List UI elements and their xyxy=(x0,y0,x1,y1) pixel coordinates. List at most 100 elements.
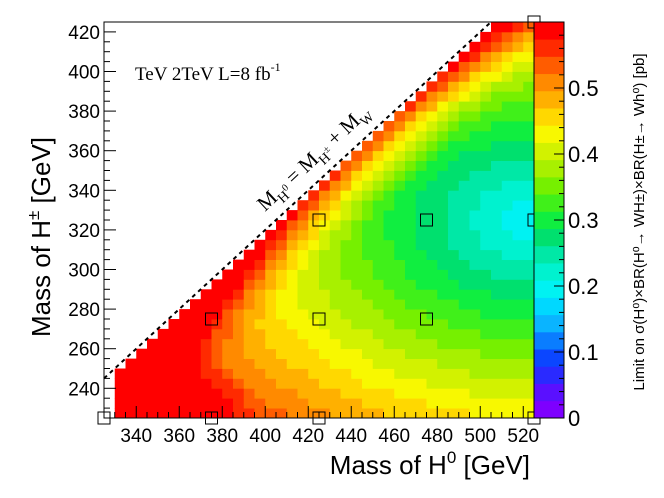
heatmap-cell xyxy=(394,200,406,211)
heatmap-cell xyxy=(448,289,460,300)
heatmap-cell xyxy=(243,378,255,389)
heatmap-cell xyxy=(114,408,126,419)
heatmap-cell xyxy=(480,328,492,340)
heatmap-cell xyxy=(448,338,460,350)
heatmap-cell xyxy=(491,160,503,171)
heatmap-cell xyxy=(222,289,234,300)
heatmap-cell xyxy=(276,368,288,379)
heatmap-cell xyxy=(448,71,460,82)
heatmap-cell xyxy=(501,61,513,72)
heatmap-cell xyxy=(329,338,341,350)
sample-point-marker xyxy=(205,312,218,326)
heatmap-cell xyxy=(501,121,513,132)
heatmap-cell xyxy=(372,338,384,350)
heatmap-cell xyxy=(265,408,277,419)
heatmap-cell xyxy=(415,299,427,310)
heatmap-cell xyxy=(351,259,363,270)
heatmap-cell xyxy=(448,210,460,221)
heatmap-cell xyxy=(147,408,159,419)
kin-m2-subsup: ± xyxy=(321,143,333,155)
heatmap-cell xyxy=(297,220,309,231)
heatmap-cell xyxy=(394,289,406,300)
heatmap-cell xyxy=(491,338,503,350)
heatmap-cell xyxy=(297,388,309,399)
heatmap-cell xyxy=(351,398,363,409)
heatmap-cell xyxy=(501,190,513,201)
heatmap-cell xyxy=(480,61,492,72)
heatmap-cell xyxy=(394,388,406,399)
heatmap-cell xyxy=(458,368,470,379)
heatmap-cell xyxy=(501,279,513,290)
heatmap-cell xyxy=(469,81,481,92)
heatmap-cell xyxy=(179,348,191,359)
heatmap-cell xyxy=(372,348,384,359)
heatmap-cell xyxy=(319,398,331,409)
heatmap-cell xyxy=(254,319,266,330)
heatmap-cell xyxy=(512,408,524,419)
heatmap-cell xyxy=(179,388,191,399)
heatmap-cell xyxy=(458,200,470,211)
heatmap-cell xyxy=(276,249,288,260)
heatmap-cell xyxy=(340,180,352,191)
heatmap-cell xyxy=(437,210,449,221)
heatmap-cell xyxy=(351,378,363,389)
heatmap-cell xyxy=(448,229,460,241)
heatmap-cell xyxy=(437,200,449,211)
heatmap-cell xyxy=(394,150,406,161)
heatmap-cell xyxy=(523,269,535,280)
heatmap-cell xyxy=(458,229,470,241)
color-scale-band xyxy=(534,383,564,402)
heatmap-cell xyxy=(426,348,438,359)
heatmap-cell xyxy=(340,170,352,181)
heatmap-cell xyxy=(383,338,395,350)
heatmap-cell xyxy=(426,121,438,132)
heatmap-cell xyxy=(415,121,427,132)
heatmap-cell xyxy=(405,130,417,142)
heatmap-cell xyxy=(501,319,513,330)
heatmap-cell xyxy=(254,348,266,359)
heatmap-cell xyxy=(383,358,395,369)
color-scale-band xyxy=(534,228,564,247)
z-tick-label: 0.5 xyxy=(568,76,599,101)
y-tick-label: 300 xyxy=(68,261,100,282)
heatmap-cell xyxy=(523,130,535,142)
heatmap-cell xyxy=(480,229,492,241)
heatmap-cell xyxy=(125,358,137,369)
heatmap-cell xyxy=(200,408,212,419)
x-axis-ticks: 340 360 380 400 420 440 460 480 500 520 xyxy=(103,406,539,447)
heatmap-cell xyxy=(480,289,492,300)
heatmap-cell xyxy=(233,279,245,290)
heatmap-cell xyxy=(233,358,245,369)
heatmap-cell xyxy=(458,160,470,171)
heatmap-cell xyxy=(437,289,449,300)
heatmap-cell xyxy=(147,368,159,379)
heatmap-cell xyxy=(362,150,374,161)
heatmap-cell xyxy=(469,190,481,201)
heatmap-cell xyxy=(405,229,417,241)
heatmap-cell xyxy=(469,398,481,409)
heatmap-cell xyxy=(458,269,470,280)
heatmap-cell xyxy=(426,249,438,260)
heatmap-cell xyxy=(523,121,535,132)
heatmap-cell xyxy=(512,170,524,181)
heatmap-cell xyxy=(372,319,384,330)
y-tick-label: 380 xyxy=(68,102,100,123)
heatmap-cell xyxy=(415,368,427,379)
heatmap-cell xyxy=(426,269,438,280)
heatmap-cell xyxy=(190,398,202,409)
heatmap-cell xyxy=(448,220,460,231)
heatmap-cell xyxy=(297,239,309,251)
heatmap-cell xyxy=(243,259,255,270)
heatmap-cell xyxy=(394,338,406,350)
heatmap-cell xyxy=(351,388,363,399)
heatmap-cell xyxy=(426,388,438,399)
x-tick-label: 420 xyxy=(292,426,324,447)
heatmap-cell xyxy=(437,160,449,171)
heatmap-cell xyxy=(383,220,395,231)
heatmap-cell xyxy=(394,309,406,320)
heatmap-cell xyxy=(372,309,384,320)
heatmap-cell xyxy=(351,289,363,300)
heatmap-cell xyxy=(372,259,384,270)
heatmap-cell xyxy=(351,269,363,280)
heatmap-cell xyxy=(136,398,148,409)
